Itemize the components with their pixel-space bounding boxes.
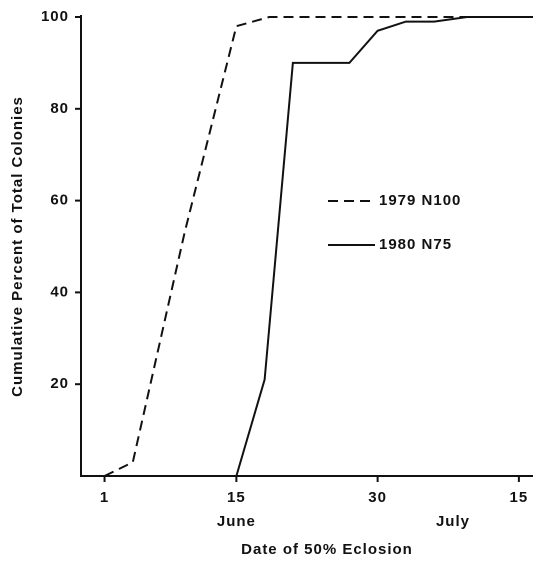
x-tick-label: 1	[100, 489, 109, 506]
y-tick-label: 60	[50, 192, 69, 209]
y-tick-label: 80	[50, 100, 69, 117]
series-line	[104, 16, 533, 477]
month-label: June	[217, 513, 256, 530]
legend-label: 1980 N75	[379, 236, 452, 253]
legend-label: 1979 N100	[379, 192, 461, 209]
month-label: July	[436, 513, 470, 530]
x-tick-label: 30	[368, 489, 387, 506]
x-tick-label: 15	[510, 489, 529, 506]
y-tick-label: 20	[50, 375, 69, 392]
x-tick-label: 15	[227, 489, 246, 506]
x-axis-label: Date of 50% Eclosion	[241, 541, 413, 558]
series-line	[235, 16, 533, 477]
axes	[80, 15, 533, 477]
y-tick-label: 40	[50, 283, 69, 300]
y-axis-label: Cumulative Percent of Total Colonies	[9, 96, 26, 397]
y-tick-label: 100	[41, 8, 69, 25]
